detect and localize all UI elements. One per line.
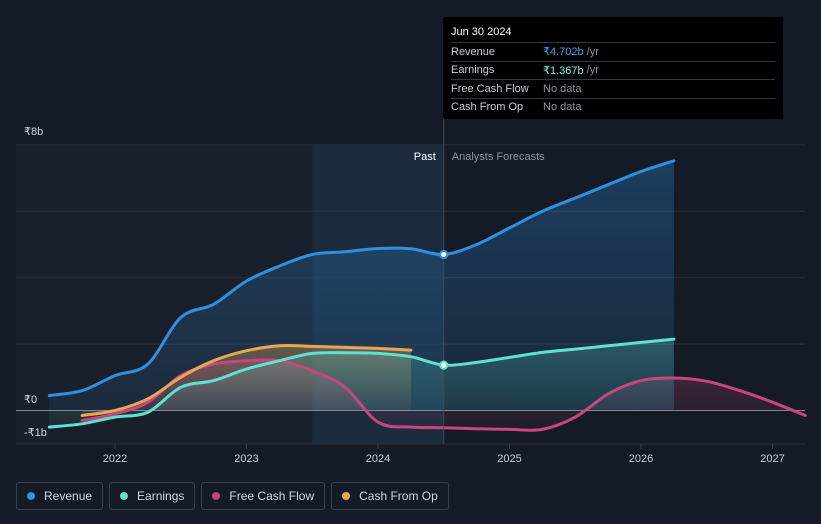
legend-dot-icon bbox=[120, 492, 129, 500]
hover-markers bbox=[439, 249, 449, 370]
tooltip-label: Cash From Op bbox=[451, 101, 524, 114]
tooltip-label: Revenue bbox=[451, 45, 496, 58]
tooltip-value: ₹4.702b bbox=[543, 46, 584, 59]
x-tick-label: 2026 bbox=[629, 453, 653, 465]
revenue-marker bbox=[439, 249, 449, 260]
series-areas bbox=[49, 160, 806, 431]
tooltip-unit: /yr bbox=[586, 64, 599, 77]
y-tick-label-top: ₹8b bbox=[24, 126, 43, 138]
tooltip-unit: /yr bbox=[586, 45, 599, 58]
tooltip-value: No data bbox=[543, 82, 582, 95]
tooltip-row-free-cash-flow: Free Cash Flow No data bbox=[451, 79, 775, 98]
x-tick-label: 2027 bbox=[760, 453, 784, 465]
revenue-area bbox=[49, 160, 674, 411]
past-label: Past bbox=[414, 151, 436, 163]
legend-label: Revenue bbox=[44, 489, 93, 503]
tooltip-date: Jun 30 2024 bbox=[451, 26, 512, 38]
x-tick-label: 2024 bbox=[366, 453, 390, 465]
tooltip-label: Earnings bbox=[451, 64, 495, 77]
earnings-area bbox=[49, 339, 674, 428]
tooltip-row-revenue: Revenue ₹4.702b /yr bbox=[451, 42, 775, 61]
x-tick-label: 2023 bbox=[234, 453, 258, 465]
tooltip-value: No data bbox=[543, 101, 582, 114]
legend: Revenue Earnings Free Cash Flow Cash Fro… bbox=[16, 482, 449, 510]
earnings-line bbox=[47, 337, 676, 429]
tooltip-label: Free Cash Flow bbox=[451, 82, 529, 95]
legend-label: Earnings bbox=[137, 489, 185, 503]
legend-label: Free Cash Flow bbox=[229, 489, 315, 503]
y-tick-label-zero: ₹0 bbox=[24, 394, 37, 406]
legend-item-revenue[interactable]: Revenue bbox=[16, 482, 104, 510]
forecast-label: Analysts Forecasts bbox=[452, 151, 545, 163]
legend-item-free-cash-flow[interactable]: Free Cash Flow bbox=[201, 482, 326, 510]
x-tick-label: 2025 bbox=[497, 453, 521, 465]
legend-item-earnings[interactable]: Earnings bbox=[109, 482, 196, 510]
legend-label: Cash From Op bbox=[359, 489, 438, 503]
tooltip-value: ₹1.367b bbox=[543, 64, 584, 77]
cash-from-op-line bbox=[80, 344, 413, 417]
legend-dot-icon bbox=[342, 492, 351, 500]
legend-dot-icon bbox=[27, 492, 35, 500]
tooltip: Jun 30 2024 Revenue ₹4.702b /yr Earnings… bbox=[443, 17, 783, 119]
y-tick-label-negative: -₹1b bbox=[24, 427, 47, 439]
legend-dot-icon bbox=[212, 492, 221, 500]
revenue-line bbox=[47, 159, 676, 398]
tooltip-row-earnings: Earnings ₹1.367b /yr bbox=[451, 60, 775, 80]
x-tick-label: 2022 bbox=[103, 453, 127, 465]
x-axis-ticks: 2022 2023 2024 2025 2026 2027 bbox=[103, 444, 785, 465]
earnings-marker bbox=[439, 360, 449, 370]
legend-item-cash-from-op[interactable]: Cash From Op bbox=[331, 482, 449, 510]
tooltip-row-cash-from-op: Cash From Op No data bbox=[451, 97, 775, 117]
